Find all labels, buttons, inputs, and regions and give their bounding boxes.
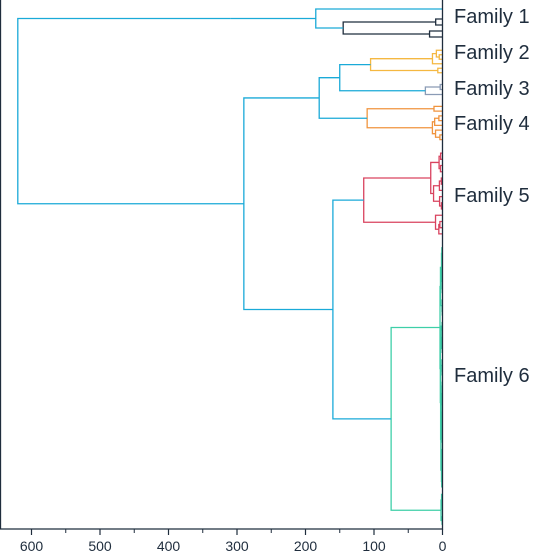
- x-tick-label-200: 200: [294, 538, 318, 551]
- family-5-link-9: [434, 214, 443, 230]
- x-tick-label-500: 500: [88, 538, 112, 551]
- family-4-link-6: [366, 108, 434, 129]
- family-1-link-1: [428, 30, 443, 38]
- family-5-link-7: [438, 180, 443, 192]
- merge-234-56: [243, 97, 333, 311]
- family-3-label: Family 3: [454, 78, 530, 100]
- family-2-link-4: [369, 58, 438, 72]
- family-5-link-12: [363, 177, 436, 223]
- family-4-link-2: [434, 129, 443, 138]
- family-5-link-11: [430, 161, 440, 195]
- x-tick-label-100: 100: [362, 538, 386, 551]
- family-6-link-36: [390, 326, 442, 511]
- family-1-link-0: [435, 18, 443, 26]
- family-1-label: Family 1: [454, 6, 530, 28]
- family-labels: Family 1 Family 2 Family 3 Family 4 Family 5…: [454, 6, 530, 387]
- axis-frame: [0, 0, 444, 530]
- merge-23-4: [318, 77, 368, 119]
- family-5-link-0: [439, 220, 443, 229]
- x-tick-label-0: 0: [439, 538, 447, 551]
- family-5-link-10: [432, 185, 440, 202]
- family-2-link-2: [435, 49, 443, 58]
- family-4-link-0: [438, 115, 443, 122]
- merge-5-6: [332, 199, 392, 420]
- x-tick-label-600: 600: [20, 538, 44, 551]
- family-6-link-33: [439, 364, 442, 441]
- family-1-top-link: [315, 8, 443, 29]
- family-2-link-3: [431, 52, 443, 65]
- family-4-label: Family 4: [454, 113, 530, 135]
- x-axis: 600 500 400 300 200 100 0: [0, 0, 447, 551]
- x-tick-label-300: 300: [225, 538, 249, 551]
- family-2-label: Family 2: [454, 42, 530, 64]
- family-5-label: Family 5: [454, 185, 530, 207]
- family-1-link-2: [342, 21, 436, 35]
- family-3-link-0: [439, 83, 443, 91]
- dendrogram-links: [17, 8, 443, 525]
- merge-root: [17, 17, 244, 205]
- family-4-link-1: [439, 134, 443, 141]
- x-tick-label-400: 400: [157, 538, 181, 551]
- family-2-link-1: [437, 67, 443, 74]
- family-6-label: Family 6: [454, 365, 530, 387]
- merge-2-3: [339, 63, 426, 92]
- family-4-link-3: [433, 105, 443, 112]
- family-2-link-0: [438, 54, 443, 60]
